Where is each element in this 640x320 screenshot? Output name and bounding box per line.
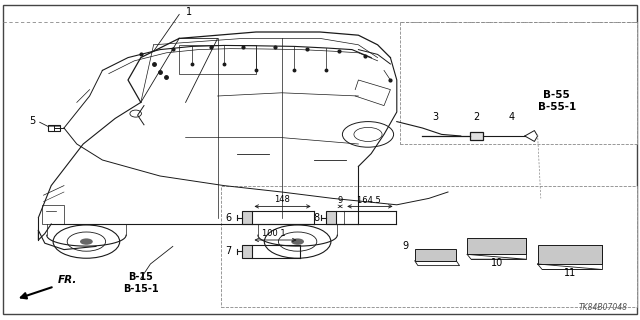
Bar bbox=[42, 205, 64, 224]
Bar bbox=[326, 211, 336, 224]
Bar bbox=[538, 245, 602, 264]
Text: B-55
B-55-1: B-55 B-55-1 bbox=[538, 90, 576, 112]
Text: 100 1: 100 1 bbox=[262, 229, 285, 238]
Text: FR.: FR. bbox=[58, 275, 77, 285]
Bar bbox=[48, 125, 60, 131]
Text: 7: 7 bbox=[225, 246, 232, 256]
Text: 11: 11 bbox=[563, 268, 576, 278]
Text: 164 5: 164 5 bbox=[357, 196, 381, 205]
Text: 10: 10 bbox=[490, 258, 503, 268]
Bar bbox=[242, 245, 252, 258]
Bar bbox=[179, 45, 256, 74]
Text: 6: 6 bbox=[225, 212, 232, 223]
Bar bbox=[470, 132, 483, 140]
Bar bbox=[415, 249, 456, 261]
Text: B-15
B-15-1: B-15 B-15-1 bbox=[123, 272, 159, 294]
Bar bbox=[242, 211, 252, 224]
Text: 2: 2 bbox=[474, 112, 480, 122]
Text: 8: 8 bbox=[314, 212, 320, 223]
Text: 5: 5 bbox=[29, 116, 35, 126]
Text: 4: 4 bbox=[509, 112, 515, 122]
Text: 9: 9 bbox=[337, 196, 342, 205]
Bar bbox=[221, 186, 637, 307]
Bar bbox=[467, 238, 526, 254]
Circle shape bbox=[80, 238, 93, 245]
Text: 3: 3 bbox=[432, 112, 438, 122]
Circle shape bbox=[291, 238, 304, 245]
Text: 148: 148 bbox=[274, 195, 289, 204]
Text: TK84B07048: TK84B07048 bbox=[578, 303, 627, 312]
Text: 1: 1 bbox=[186, 7, 192, 17]
Bar bbox=[400, 22, 637, 144]
Text: 9: 9 bbox=[402, 241, 408, 252]
